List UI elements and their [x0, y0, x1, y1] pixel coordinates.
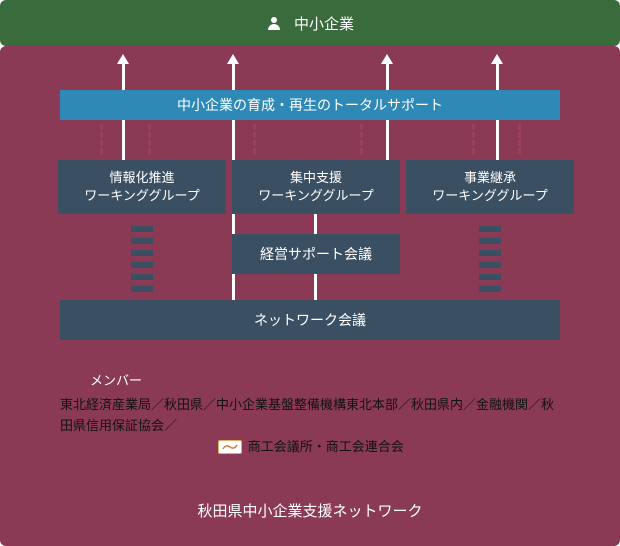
dash — [360, 124, 363, 154]
members-body: 東北経済産業局／秋田県／中小企業基盤整備機構東北本部／秋田県内／金融機関／秋田県… — [60, 395, 560, 457]
network-meeting-text: ネットワーク会議 — [254, 310, 366, 330]
main-panel — [0, 46, 620, 546]
dash — [148, 124, 151, 154]
wg-box-support: 集中支援 ワーキンググループ — [232, 160, 400, 214]
dash — [253, 124, 256, 154]
wg-line2: ワーキンググループ — [84, 187, 200, 205]
wg-line1: 情報化推進 — [109, 169, 174, 187]
wg-box-succession: 事業継承 ワーキンググループ — [406, 160, 574, 214]
wg-line2: ワーキンググループ — [432, 187, 548, 205]
network-meeting-box: ネットワーク会議 — [60, 300, 560, 340]
connector-line — [314, 214, 317, 234]
diagram-canvas: 中小企業 中小企業の育成・再生のトータルサポート 情報化推進 ワーキンググループ… — [0, 0, 620, 546]
members-label: メンバー — [90, 370, 142, 389]
connector-block — [484, 226, 496, 298]
support-bar: 中小企業の育成・再生のトータルサポート — [60, 90, 560, 120]
header-title: 中小企業 — [294, 13, 354, 34]
card-icon — [218, 440, 242, 454]
mgmt-meeting-text: 経営サポート会議 — [260, 244, 372, 264]
dash — [100, 124, 103, 154]
wg-line1: 集中支援 — [290, 169, 342, 187]
members-offices: 商工会議所・商工会連合会 — [248, 439, 404, 454]
wg-box-info: 情報化推進 ワーキンググループ — [58, 160, 226, 214]
person-icon — [266, 15, 282, 31]
header-bar: 中小企業 — [0, 0, 620, 46]
dash — [518, 124, 521, 154]
support-bar-text: 中小企業の育成・再生のトータルサポート — [177, 95, 443, 115]
connector-line — [314, 274, 317, 300]
connector-block — [136, 226, 148, 298]
footer-title: 秋田県中小企業支援ネットワーク — [0, 500, 620, 521]
members-list: 東北経済産業局／秋田県／中小企業基盤整備機構東北本部／秋田県内／金融機関／秋田県… — [60, 397, 554, 433]
dash — [472, 124, 475, 154]
wg-line1: 事業継承 — [464, 169, 516, 187]
mgmt-meeting-box: 経営サポート会議 — [232, 234, 400, 274]
wg-line2: ワーキンググループ — [258, 187, 374, 205]
